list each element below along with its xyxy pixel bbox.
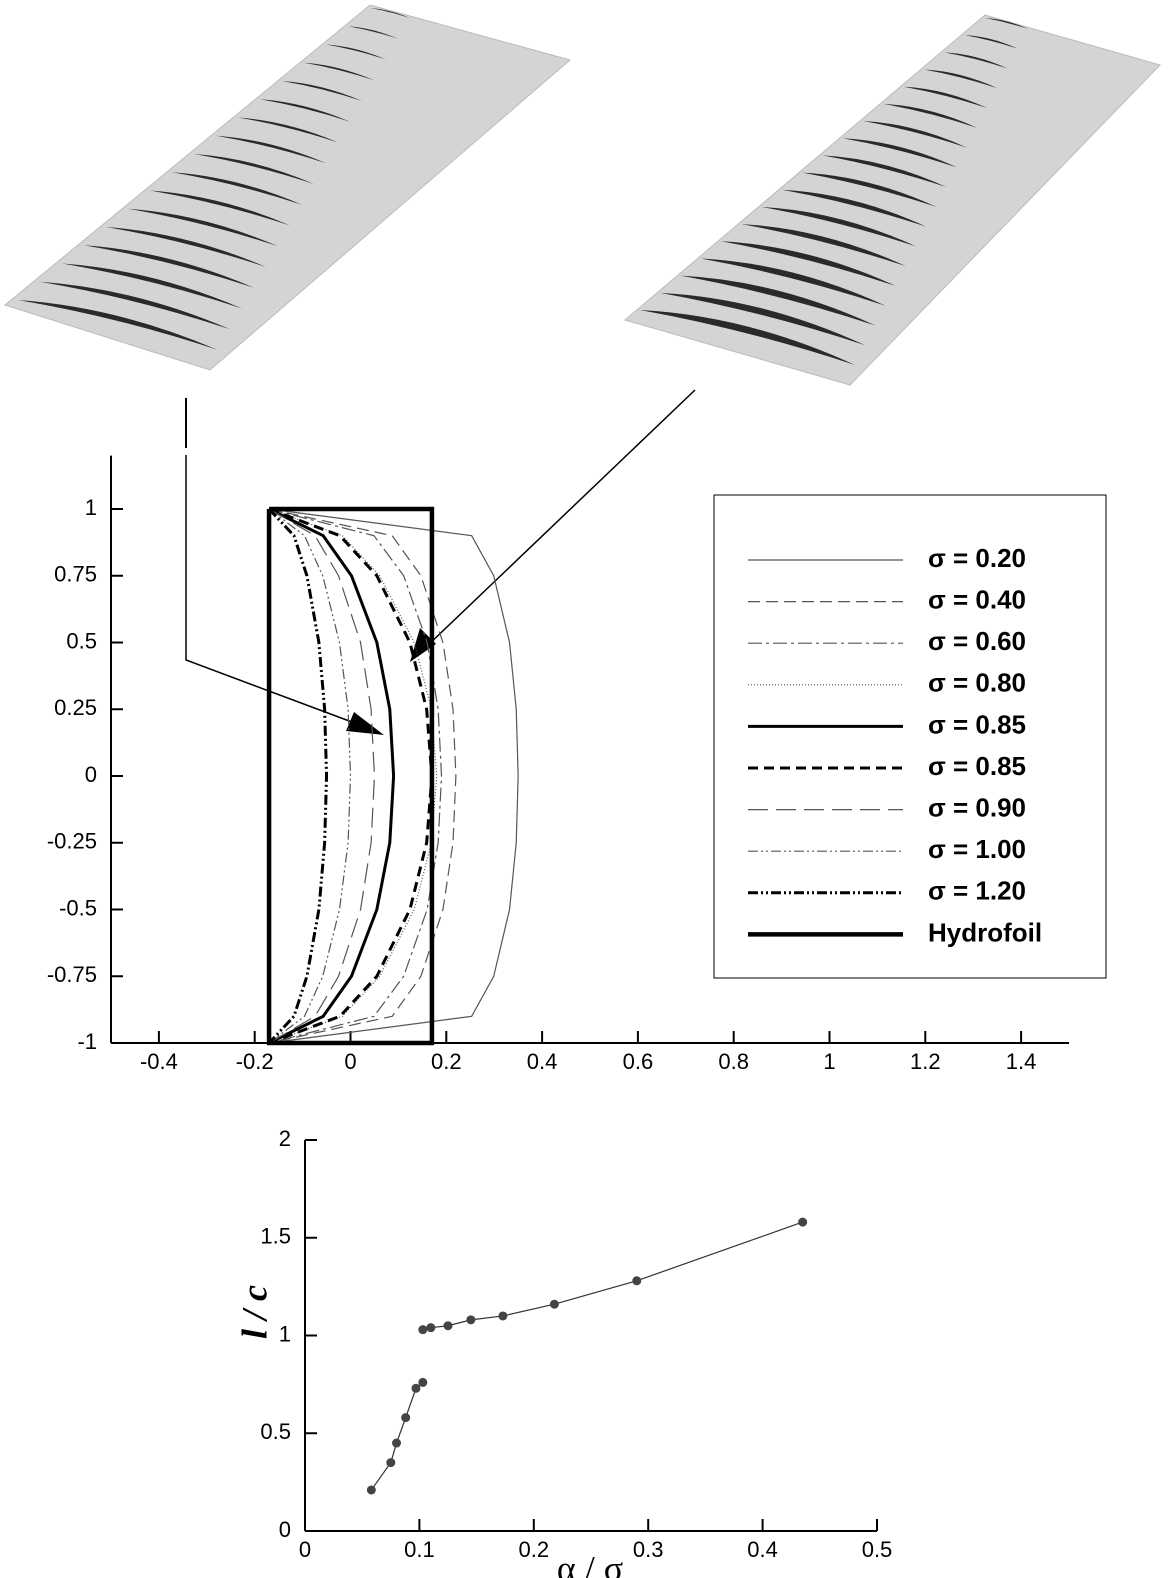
y-tick-label: 0 bbox=[279, 1517, 291, 1542]
legend-label: σ = 0.20 bbox=[928, 543, 1026, 573]
y-tick-label: 0.75 bbox=[54, 562, 97, 587]
y-tick-label: 1 bbox=[85, 495, 97, 520]
y-tick-label: 0.5 bbox=[260, 1419, 291, 1444]
point bbox=[632, 1276, 642, 1286]
point bbox=[401, 1413, 411, 1423]
series-line bbox=[268, 508, 438, 1044]
x-tick-label: 0.2 bbox=[431, 1049, 462, 1074]
point bbox=[411, 1383, 421, 1393]
x-axis-label: α / σ bbox=[557, 1548, 623, 1578]
y-tick-label: 2 bbox=[279, 1126, 291, 1151]
renderings bbox=[3, 4, 1161, 386]
x-tick-label: 1.4 bbox=[1006, 1049, 1037, 1074]
x-tick-label: 0 bbox=[344, 1049, 356, 1074]
x-tick-label: 0.4 bbox=[747, 1537, 778, 1562]
point bbox=[418, 1325, 428, 1335]
legend-label: σ = 0.40 bbox=[928, 584, 1026, 614]
y-tick-label: 1 bbox=[279, 1321, 291, 1346]
legend-label: σ = 0.90 bbox=[928, 792, 1026, 822]
point bbox=[498, 1311, 508, 1321]
y-tick-label: 0.25 bbox=[54, 695, 97, 720]
y-tick-label: 0 bbox=[85, 762, 97, 787]
x-tick-label: 1 bbox=[823, 1049, 835, 1074]
legend-label: σ = 0.60 bbox=[928, 626, 1026, 656]
y-axis-label: l / c bbox=[234, 1285, 274, 1339]
point bbox=[443, 1321, 453, 1331]
series-line bbox=[268, 508, 443, 1044]
surface-right bbox=[623, 14, 1161, 386]
x-tick-label: 0 bbox=[299, 1537, 311, 1562]
y-tick-label: -0.75 bbox=[47, 962, 97, 987]
point bbox=[386, 1458, 396, 1468]
series-line bbox=[268, 508, 457, 1044]
point bbox=[418, 1377, 428, 1387]
point bbox=[366, 1485, 376, 1495]
x-tick-label: 0.6 bbox=[623, 1049, 654, 1074]
series-line bbox=[268, 507, 434, 1045]
surface-left bbox=[3, 4, 572, 371]
arrow-line bbox=[424, 389, 696, 649]
y-tick-label: -1 bbox=[77, 1029, 97, 1054]
x-tick-label: -0.2 bbox=[236, 1049, 274, 1074]
x-tick-label: 1.2 bbox=[910, 1049, 941, 1074]
legend-label: σ = 0.85 bbox=[928, 751, 1026, 781]
legend-label: σ = 1.00 bbox=[928, 834, 1026, 864]
arrow-line bbox=[185, 455, 361, 726]
point bbox=[392, 1438, 402, 1448]
y-tick-label: -0.5 bbox=[59, 895, 97, 920]
x-tick-label: 0.4 bbox=[527, 1049, 558, 1074]
legend-box bbox=[713, 494, 1107, 979]
x-tick-label: 0.1 bbox=[404, 1537, 435, 1562]
y-tick-label: 1.5 bbox=[260, 1224, 291, 1249]
y-tick-label: 0.5 bbox=[66, 628, 97, 653]
x-tick-label: 0.3 bbox=[633, 1537, 664, 1562]
legend-label: σ = 0.85 bbox=[928, 709, 1026, 739]
x-tick-label: 0.8 bbox=[718, 1049, 749, 1074]
legend-label: σ = 0.80 bbox=[928, 668, 1026, 698]
point bbox=[798, 1217, 808, 1227]
series-line bbox=[370, 1221, 803, 1491]
x-tick-label: 0.2 bbox=[519, 1537, 550, 1562]
arrows bbox=[185, 389, 1107, 979]
series-line bbox=[267, 507, 329, 1045]
y-tick-label: -0.25 bbox=[47, 829, 97, 854]
x-tick-label: -0.4 bbox=[140, 1049, 178, 1074]
series-line bbox=[268, 508, 519, 1044]
point bbox=[426, 1323, 436, 1333]
point bbox=[549, 1299, 559, 1309]
series-line bbox=[266, 506, 435, 1046]
legend-label: Hydrofoil bbox=[928, 917, 1042, 947]
series-line bbox=[268, 508, 376, 1044]
x-tick-label: 0.5 bbox=[862, 1537, 893, 1562]
arrow-head bbox=[346, 712, 384, 735]
series-line bbox=[268, 507, 396, 1045]
legend-label: σ = 1.20 bbox=[928, 876, 1026, 906]
series-line bbox=[268, 508, 352, 1044]
point bbox=[466, 1315, 476, 1325]
